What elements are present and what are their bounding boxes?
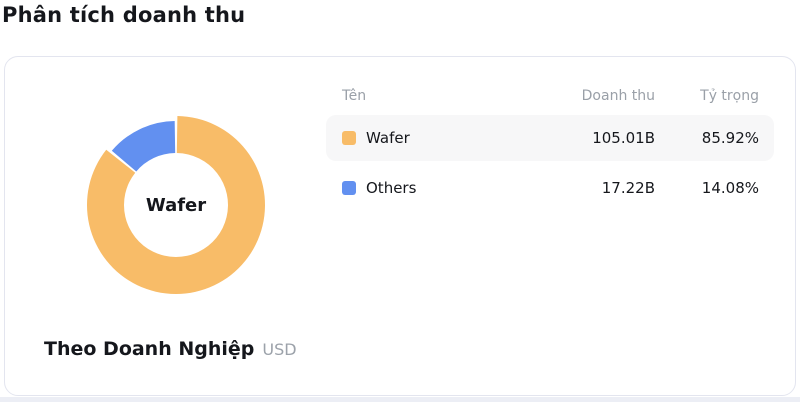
col-header-name: Tên xyxy=(342,88,367,104)
pie-slice-others[interactable] xyxy=(111,121,176,172)
table-row-wafer[interactable]: Wafer 105.01B 85.92% xyxy=(326,115,774,161)
footer-currency-unit: USD xyxy=(262,340,297,359)
next-card-edge xyxy=(0,397,800,402)
table-header-row: Tên Doanh thu Tỷ trọng xyxy=(326,83,774,109)
pie-slice-wafer[interactable] xyxy=(86,116,265,294)
table-row-others[interactable]: Others 17.22B 14.08% xyxy=(326,165,774,211)
footer-group-label: Theo Doanh Nghiệp xyxy=(44,338,255,360)
wafer-color-swatch xyxy=(342,131,356,145)
revenue-chart-card: Wafer Tên Doanh thu Tỷ trọng Wafer 105.0… xyxy=(4,56,796,396)
page-title: Phân tích doanh thu xyxy=(2,3,246,27)
series-weight: 85.92% xyxy=(701,129,759,147)
series-revenue: 17.22B xyxy=(601,179,655,197)
chart-footer: Theo Doanh Nghiệp USD xyxy=(44,337,297,362)
series-name: Others xyxy=(366,179,417,197)
col-header-weight: Tỷ trọng xyxy=(700,88,759,104)
donut-chart-container: Wafer xyxy=(81,110,271,300)
col-header-revenue: Doanh thu xyxy=(581,88,655,104)
breakdown-table: Tên Doanh thu Tỷ trọng Wafer 105.01B 85.… xyxy=(326,83,774,211)
donut-chart[interactable] xyxy=(81,110,271,300)
others-color-swatch xyxy=(342,181,356,195)
series-name: Wafer xyxy=(366,129,410,147)
series-revenue: 105.01B xyxy=(592,129,655,147)
series-weight: 14.08% xyxy=(701,179,759,197)
